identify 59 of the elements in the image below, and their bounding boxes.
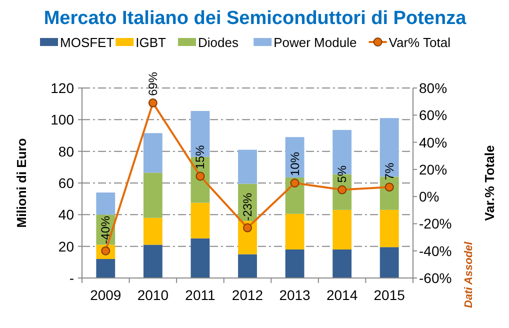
x-tick-label: 2015 xyxy=(374,287,406,303)
bar xyxy=(96,259,116,278)
x-tick-label: 2009 xyxy=(90,287,122,303)
x-tick-label: 2014 xyxy=(326,287,358,303)
data-label: 5% xyxy=(335,165,350,183)
y2-tick-label: -40% xyxy=(419,242,452,259)
y-axis-title: Milioni di Euro xyxy=(14,138,29,228)
bar xyxy=(143,244,162,278)
y2-tick-label: -60% xyxy=(419,270,452,286)
legend-label: Var% Total xyxy=(388,35,451,50)
y2-axis-title: Var.% Totale xyxy=(482,145,497,221)
x-tick-label: 2013 xyxy=(279,287,311,303)
y-tick-label: 60 xyxy=(58,175,74,191)
chart-title: Mercato Italiano dei Semiconduttori di Potenza xyxy=(44,8,467,29)
bar xyxy=(332,250,352,278)
y-tick-label: 20 xyxy=(58,238,74,254)
bar xyxy=(190,202,210,238)
y2-tick-label: 60% xyxy=(419,107,448,124)
x-tick-label: 2010 xyxy=(137,287,169,303)
y-tick-label: 40 xyxy=(58,206,74,223)
data-label: -23% xyxy=(240,192,254,221)
data-label: 10% xyxy=(288,152,302,176)
text: Dati Assodel xyxy=(463,240,475,308)
data-label: 7% xyxy=(382,162,396,180)
data-label: -40% xyxy=(98,216,113,244)
bar xyxy=(380,247,399,278)
bar xyxy=(190,238,210,278)
bar xyxy=(143,172,162,218)
bar xyxy=(285,214,304,250)
y2-tick-label: 0% xyxy=(419,188,440,205)
x-tick-label: 2012 xyxy=(232,287,264,303)
legend-label: Power Module xyxy=(274,35,357,50)
y2-tick-label: 80% xyxy=(419,80,448,96)
y-tick-label: 80 xyxy=(58,143,74,160)
y-tick-label: - xyxy=(69,270,74,286)
bar xyxy=(143,218,162,245)
y2-tick-label: -20% xyxy=(419,216,452,232)
legend-label: IGBT xyxy=(136,35,166,50)
bar xyxy=(238,254,257,278)
data-label: 69% xyxy=(146,72,160,96)
legend-label: MOSFET xyxy=(60,35,114,50)
point xyxy=(384,182,394,192)
bar xyxy=(143,133,162,173)
bar xyxy=(238,150,257,184)
point xyxy=(243,223,252,232)
point xyxy=(290,178,300,188)
bar xyxy=(285,250,304,278)
point xyxy=(196,172,205,181)
y2-tick-label: 20% xyxy=(419,161,448,178)
y2-tick-label: 40% xyxy=(419,134,448,150)
point xyxy=(148,98,158,108)
data-label: 15% xyxy=(193,144,208,170)
x-tick-label: 2011 xyxy=(185,287,216,303)
legend-label: Diodes xyxy=(198,35,239,50)
y-tick-label: 120 xyxy=(50,80,74,96)
bar xyxy=(332,210,352,250)
y-tick-label: 100 xyxy=(50,112,74,128)
bar xyxy=(380,210,399,248)
bar xyxy=(96,192,116,215)
